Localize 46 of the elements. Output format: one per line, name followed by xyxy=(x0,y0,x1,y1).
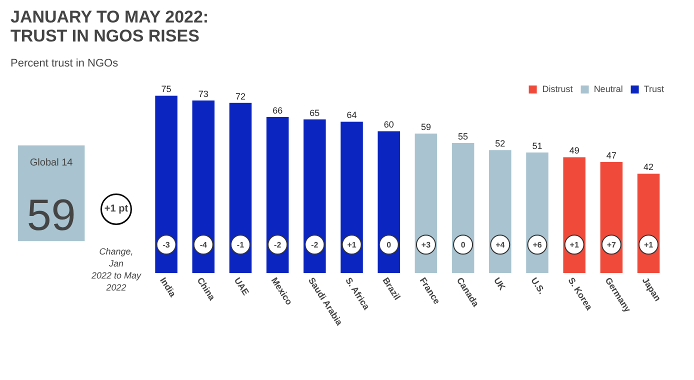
legend-label: Distrust xyxy=(542,84,573,94)
text: Global 14 xyxy=(30,158,74,169)
chart-subtitle: Percent trust in NGOs xyxy=(10,58,119,70)
annotation: -2 xyxy=(311,240,319,250)
annotation: -4 xyxy=(200,240,208,250)
annotation: +4 xyxy=(496,240,506,250)
bar xyxy=(414,134,438,274)
data-label: 52 xyxy=(495,138,506,149)
data-label: 73 xyxy=(198,88,208,99)
annotation: +1 xyxy=(347,240,357,250)
annotation: +3 xyxy=(421,240,432,250)
annotation: 0 xyxy=(386,240,392,250)
data-label: 65 xyxy=(310,108,320,118)
annotation: -1 xyxy=(236,240,245,250)
legend-label: Trust xyxy=(644,84,664,94)
annotation: -2 xyxy=(274,240,282,250)
legend-label: Neutral xyxy=(594,84,623,94)
data-label: 72 xyxy=(235,91,246,102)
data-label: 51 xyxy=(532,140,542,151)
x-tick-label: UK xyxy=(492,276,508,292)
bar xyxy=(266,117,289,274)
data-label: 47 xyxy=(606,150,616,160)
data-label: 49 xyxy=(569,146,580,156)
data-label: 75 xyxy=(161,84,172,94)
annotation: +1 xyxy=(570,240,580,250)
data-label: 60 xyxy=(384,120,394,130)
text: +1 pt xyxy=(104,204,129,215)
data-label: 55 xyxy=(458,131,468,142)
chart-title: JANUARY TO MAY 2022: TRUST IN NGOS RISES xyxy=(10,8,209,46)
annotation: +7 xyxy=(606,240,617,250)
bar xyxy=(229,102,252,274)
annotation: +1 xyxy=(644,240,654,250)
bar xyxy=(340,122,363,274)
bar xyxy=(378,131,400,274)
bar xyxy=(192,100,215,274)
data-label: 42 xyxy=(644,162,654,172)
bar xyxy=(155,96,178,274)
data-label: 64 xyxy=(346,110,357,120)
text: 59 xyxy=(26,191,76,240)
data-label: 66 xyxy=(272,105,283,116)
annotation: 0 xyxy=(460,240,466,250)
bar xyxy=(304,119,326,274)
data-label: 59 xyxy=(420,122,431,132)
annotation: -3 xyxy=(162,240,170,250)
annotation: +6 xyxy=(532,240,542,250)
text: Change, Jan 2022 to May 2022 xyxy=(90,246,142,292)
